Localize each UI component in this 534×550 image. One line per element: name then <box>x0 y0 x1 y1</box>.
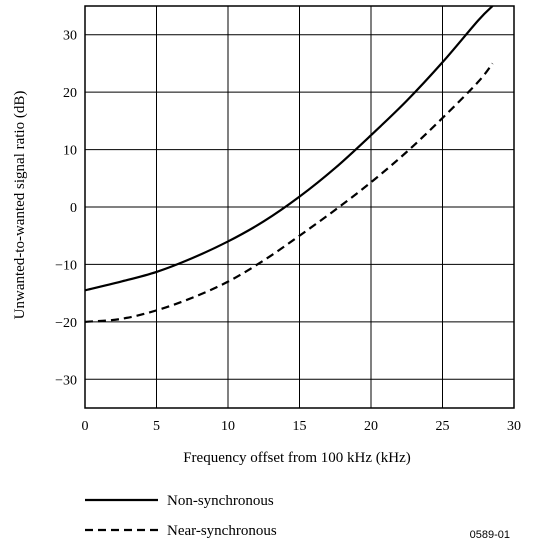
y-axis-label: Unwanted-to-wanted signal ratio (dB) <box>12 91 28 320</box>
y-tick-label: 0 <box>70 201 77 216</box>
x-tick-label: 30 <box>507 419 521 434</box>
x-tick-label: 25 <box>436 419 450 434</box>
x-tick-label: 0 <box>82 419 89 434</box>
x-tick-label: 20 <box>364 419 378 434</box>
legend: Non-synchronous Near-synchronous <box>85 493 277 539</box>
series-layer <box>85 6 494 323</box>
figure-id-label: 0589-01 <box>470 529 510 541</box>
near-synchronous-line <box>85 62 494 323</box>
y-tick-label: 30 <box>63 29 77 44</box>
y-tick-label: −10 <box>55 258 77 273</box>
x-tick-label: 10 <box>221 419 235 434</box>
x-tick-label: 5 <box>153 419 160 434</box>
x-axis-label: Frequency offset from 100 kHz (kHz) <box>183 450 411 466</box>
non-synchronous-line <box>85 6 494 292</box>
x-tick-label: 15 <box>293 419 307 434</box>
tick-layer: 0 5 10 15 20 25 30 30 20 10 0 −10 −20 −30 <box>55 29 521 434</box>
y-tick-label: −30 <box>55 373 77 388</box>
legend-label: Non-synchronous <box>167 493 274 509</box>
plot-frame <box>84 5 515 409</box>
y-tick-label: −20 <box>55 316 77 331</box>
y-tick-label: 20 <box>63 86 77 101</box>
legend-label: Near-synchronous <box>167 523 277 539</box>
grid-layer <box>84 6 515 408</box>
y-tick-label: 10 <box>63 144 77 159</box>
